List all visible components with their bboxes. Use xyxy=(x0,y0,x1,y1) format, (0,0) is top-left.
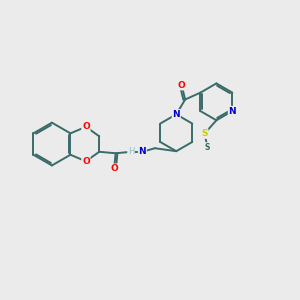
Text: S: S xyxy=(205,142,210,152)
Text: O: O xyxy=(82,122,90,131)
Text: H: H xyxy=(128,147,134,156)
Text: N: N xyxy=(229,106,236,116)
Text: O: O xyxy=(178,81,185,90)
Text: O: O xyxy=(110,164,118,173)
Text: O: O xyxy=(82,157,90,166)
Text: N: N xyxy=(139,147,146,156)
Text: N: N xyxy=(172,110,180,119)
Text: S: S xyxy=(201,129,208,138)
